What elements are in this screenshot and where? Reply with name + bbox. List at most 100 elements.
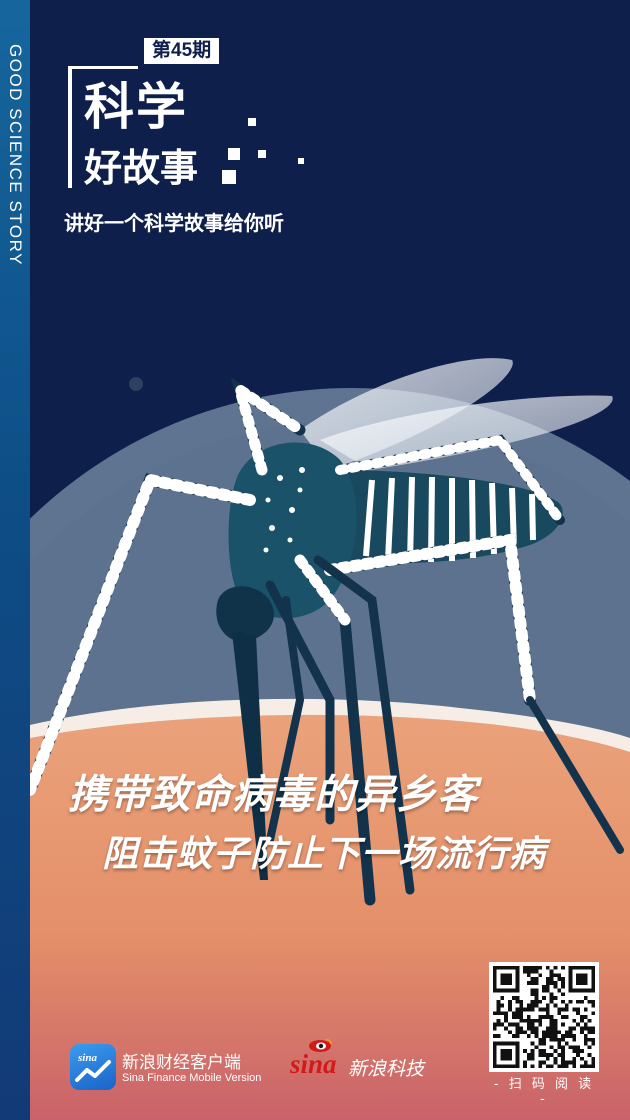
qr-module xyxy=(504,1015,508,1019)
qr-module xyxy=(576,999,581,1004)
qr-module xyxy=(515,1022,520,1027)
qr-module xyxy=(500,1022,505,1027)
qr-module xyxy=(538,1022,543,1027)
qr-module xyxy=(580,1064,584,1069)
qr-module xyxy=(583,1015,588,1019)
qr-module xyxy=(545,988,550,993)
qr-module xyxy=(572,1064,577,1069)
qr-module xyxy=(504,1011,508,1016)
qr-module xyxy=(523,1007,527,1012)
title-line-1: 科学 xyxy=(84,78,188,136)
qr-module xyxy=(591,1037,596,1042)
qr-module xyxy=(557,988,562,993)
qr-module xyxy=(530,1049,535,1054)
qr-module xyxy=(519,1026,524,1031)
qr-module xyxy=(534,996,539,1000)
qr-module xyxy=(545,1026,550,1031)
qr-module xyxy=(542,1015,546,1019)
qr-module xyxy=(515,1015,520,1019)
qr-module xyxy=(542,984,546,989)
qr-module xyxy=(530,1018,535,1023)
qr-module xyxy=(530,1056,535,1061)
finance-app-badge[interactable]: sina 新浪财经客户端 Sina Finance Mobile Version xyxy=(70,1044,300,1094)
qr-module xyxy=(511,1011,516,1016)
qr-module xyxy=(557,1053,562,1057)
qr-module xyxy=(511,1034,516,1038)
qr-module xyxy=(496,1034,501,1038)
star xyxy=(129,377,143,391)
qr-module xyxy=(553,1003,558,1008)
qr-module xyxy=(526,1007,531,1012)
qr-module xyxy=(576,1045,581,1050)
qr-module xyxy=(492,1026,497,1031)
qr-module xyxy=(515,1026,520,1031)
qr-module xyxy=(549,977,554,981)
qr-module xyxy=(591,1056,596,1061)
qr-module xyxy=(496,999,501,1004)
qr-module xyxy=(572,1034,577,1038)
qr-module xyxy=(526,1034,531,1038)
qr-module xyxy=(553,996,558,1000)
sina-name: 新浪科技 xyxy=(348,1058,425,1080)
app-icon-label: sina xyxy=(77,1052,97,1064)
qr-module xyxy=(545,965,550,970)
qr-module xyxy=(526,1022,531,1027)
qr-module xyxy=(557,1007,562,1012)
qr-module xyxy=(534,977,539,981)
qr-module xyxy=(587,1064,592,1069)
qr-module xyxy=(526,973,531,978)
sina-tech-logo[interactable]: sina 新浪科技 xyxy=(290,1038,465,1084)
qr-module xyxy=(591,1003,596,1008)
qr-module xyxy=(564,1041,569,1046)
qr-module xyxy=(515,996,520,1000)
qr-module xyxy=(587,1053,592,1057)
qr-module xyxy=(530,992,535,997)
qr-module xyxy=(553,1034,558,1038)
qr-module xyxy=(553,1049,558,1054)
qr-module xyxy=(534,999,539,1004)
qr-module xyxy=(587,999,592,1004)
qr-module xyxy=(530,1041,535,1046)
qr-module xyxy=(561,1034,565,1038)
qr-module xyxy=(545,1030,550,1035)
qr-module xyxy=(530,999,535,1004)
app-subtitle: Sina Finance Mobile Version xyxy=(122,1072,262,1084)
qr-module xyxy=(591,1064,596,1069)
qr-module xyxy=(511,1015,516,1019)
qr-module xyxy=(564,1003,569,1008)
qr-module xyxy=(523,1018,527,1023)
qr-module xyxy=(538,1049,543,1054)
qr-module xyxy=(553,1022,558,1027)
qr-module xyxy=(523,1030,527,1035)
qr-module xyxy=(526,1026,531,1031)
qr-module xyxy=(583,1064,588,1069)
qr-module xyxy=(553,1030,558,1035)
qr-module xyxy=(538,965,543,970)
qr-module xyxy=(492,1022,497,1027)
side-strip: GOOD SCIENCE STORY xyxy=(0,0,30,1120)
qr-module xyxy=(580,1015,584,1019)
qr-module xyxy=(576,1011,581,1016)
pixel-deco xyxy=(298,158,304,164)
qr-module xyxy=(572,1060,577,1065)
qr-module xyxy=(515,1011,520,1016)
qr-module xyxy=(519,1018,524,1023)
qr-module xyxy=(561,1022,565,1027)
qr-code[interactable] xyxy=(489,962,599,1072)
qr-module xyxy=(583,1007,588,1012)
qr-module xyxy=(519,1015,524,1019)
headline-primary: 携带致命病毒的异乡客 xyxy=(68,772,478,818)
qr-module xyxy=(545,977,550,981)
qr-module xyxy=(545,1053,550,1057)
qr-module xyxy=(591,1030,596,1035)
qr-module xyxy=(549,1030,554,1035)
qr-module xyxy=(511,996,516,1000)
qr-module xyxy=(496,1018,501,1023)
qr-module xyxy=(507,1030,512,1035)
qr-module xyxy=(496,1003,501,1008)
thorax-dots xyxy=(263,467,305,553)
qr-module xyxy=(557,977,562,981)
qr-module xyxy=(549,1053,554,1057)
